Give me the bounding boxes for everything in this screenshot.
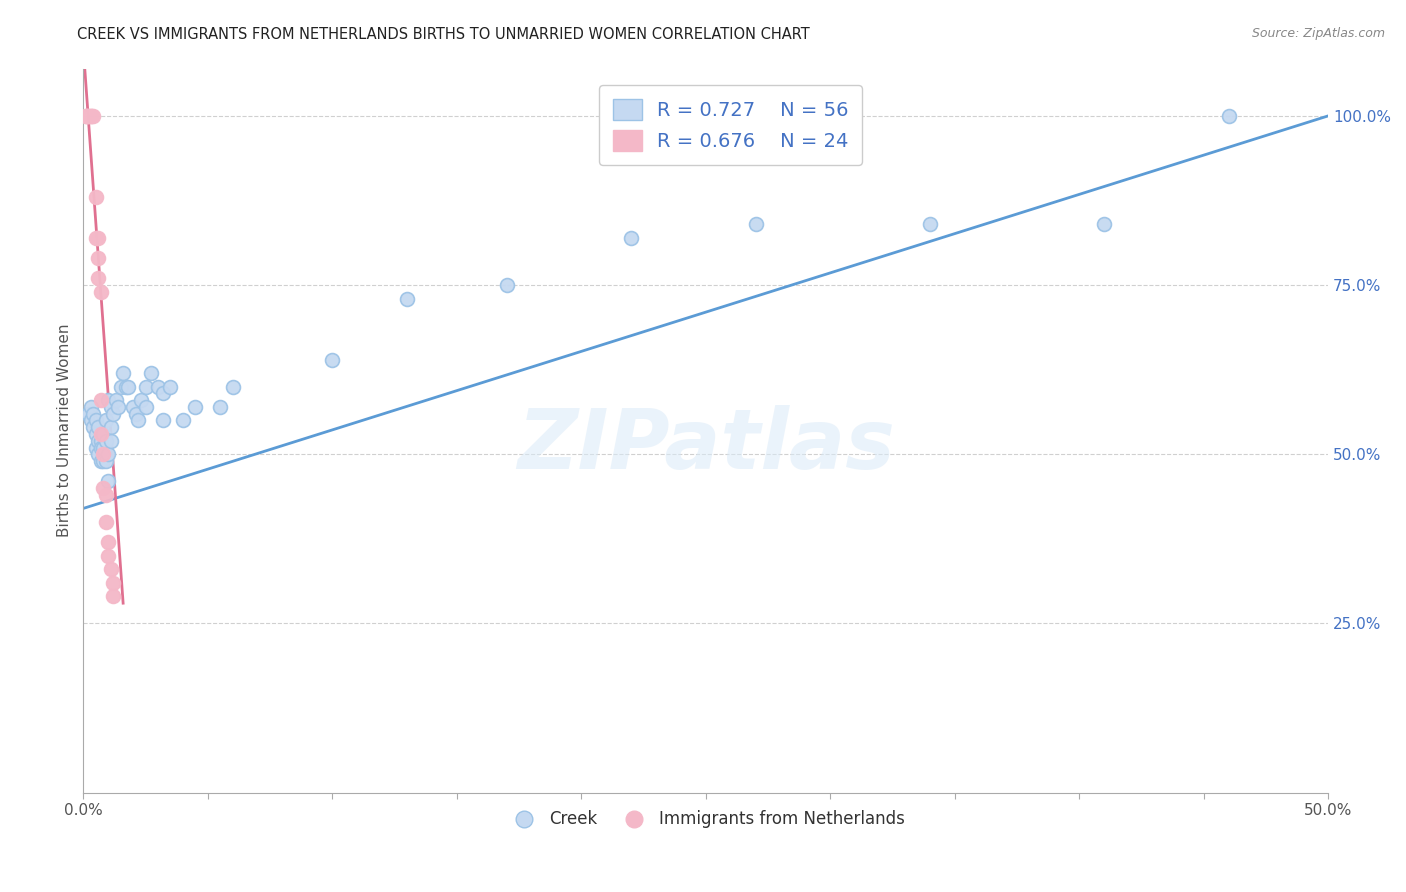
Point <box>114 379 136 393</box>
Point <box>209 400 232 414</box>
Point <box>84 441 107 455</box>
Point <box>80 109 103 123</box>
Point <box>87 420 110 434</box>
Point <box>1218 109 1240 123</box>
Point <box>91 441 114 455</box>
Point <box>87 434 110 448</box>
Point <box>744 217 766 231</box>
Point <box>90 454 112 468</box>
Point <box>100 420 122 434</box>
Text: CREEK VS IMMIGRANTS FROM NETHERLANDS BIRTHS TO UNMARRIED WOMEN CORRELATION CHART: CREEK VS IMMIGRANTS FROM NETHERLANDS BIR… <box>77 27 810 42</box>
Point <box>104 393 127 408</box>
Point <box>87 230 110 244</box>
Point <box>122 400 145 414</box>
Point <box>94 488 117 502</box>
Point <box>80 413 103 427</box>
Point <box>100 562 122 576</box>
Y-axis label: Births to Unmarried Women: Births to Unmarried Women <box>58 324 72 537</box>
Point <box>82 420 104 434</box>
Point <box>91 454 114 468</box>
Point <box>918 217 941 231</box>
Point <box>90 427 112 442</box>
Point <box>184 400 207 414</box>
Point <box>135 379 157 393</box>
Point <box>135 400 157 414</box>
Text: Source: ZipAtlas.com: Source: ZipAtlas.com <box>1251 27 1385 40</box>
Point <box>75 109 97 123</box>
Point <box>321 352 343 367</box>
Point <box>87 271 110 285</box>
Point <box>1092 217 1115 231</box>
Point <box>77 109 100 123</box>
Point <box>94 413 117 427</box>
Point <box>80 400 103 414</box>
Point <box>495 278 517 293</box>
Point <box>91 447 114 461</box>
Point <box>87 251 110 265</box>
Point <box>75 109 97 123</box>
Point <box>87 447 110 461</box>
Point <box>84 427 107 442</box>
Point <box>84 230 107 244</box>
Point <box>97 447 120 461</box>
Point <box>127 413 149 427</box>
Point <box>91 481 114 495</box>
Point <box>94 434 117 448</box>
Point <box>91 427 114 442</box>
Text: ZIPatlas: ZIPatlas <box>517 405 894 485</box>
Point <box>90 285 112 299</box>
Point <box>97 535 120 549</box>
Point <box>94 454 117 468</box>
Point <box>101 575 124 590</box>
Point <box>117 379 139 393</box>
Point <box>84 413 107 427</box>
Point <box>221 379 243 393</box>
Point <box>90 434 112 448</box>
Point <box>101 407 124 421</box>
Point <box>97 393 120 408</box>
Point <box>172 413 194 427</box>
Point <box>152 413 174 427</box>
Point <box>77 109 100 123</box>
Point <box>77 407 100 421</box>
Point <box>129 393 152 408</box>
Point <box>152 386 174 401</box>
Point <box>112 366 135 380</box>
Point <box>100 434 122 448</box>
Point <box>395 292 418 306</box>
Point <box>97 475 120 489</box>
Point <box>139 366 162 380</box>
Point <box>146 379 169 393</box>
Point <box>94 515 117 529</box>
Point <box>620 230 643 244</box>
Point <box>82 109 104 123</box>
Point <box>97 549 120 563</box>
Point <box>100 400 122 414</box>
Point <box>124 407 146 421</box>
Legend: Creek, Immigrants from Netherlands: Creek, Immigrants from Netherlands <box>501 804 911 835</box>
Point <box>90 441 112 455</box>
Point <box>101 590 124 604</box>
Point <box>159 379 181 393</box>
Point <box>82 407 104 421</box>
Point <box>107 400 129 414</box>
Point <box>110 379 132 393</box>
Point <box>90 393 112 408</box>
Point <box>80 109 103 123</box>
Point <box>84 190 107 204</box>
